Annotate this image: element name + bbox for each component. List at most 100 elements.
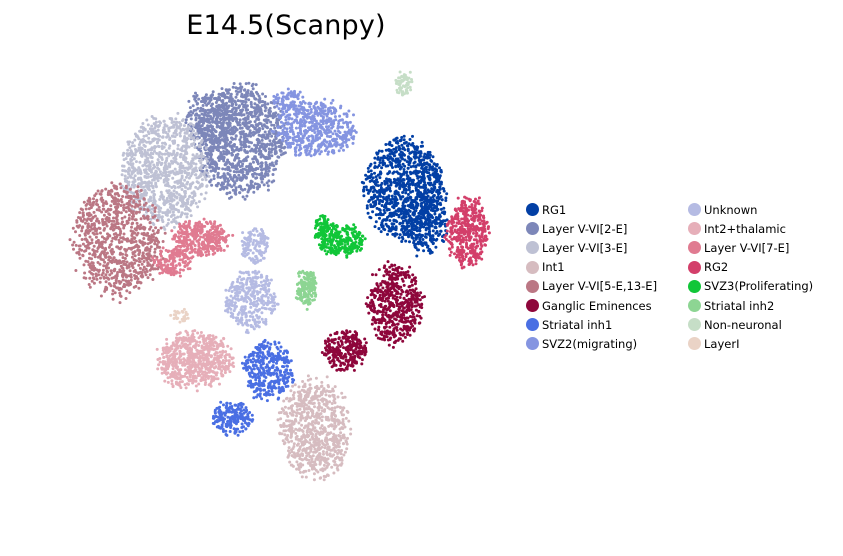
scatter-point [131, 230, 135, 234]
scatter-point [78, 211, 82, 215]
scatter-point [104, 210, 108, 214]
scatter-point [362, 194, 366, 198]
scatter-point [119, 204, 123, 207]
scatter-point [316, 398, 320, 402]
scatter-point [393, 181, 397, 185]
scatter-point [139, 207, 143, 211]
scatter-point [131, 165, 135, 169]
scatter-point [157, 176, 161, 180]
scatter-point [135, 221, 139, 225]
scatter-point [193, 146, 197, 149]
scatter-point [105, 224, 109, 228]
scatter-point [387, 208, 391, 212]
scatter-point [121, 195, 125, 198]
scatter-point [400, 136, 404, 139]
scatter-point [112, 216, 115, 220]
scatter-point [419, 150, 423, 154]
scatter-point [134, 190, 138, 194]
scatter-point [323, 456, 327, 460]
scatter-point [418, 181, 422, 185]
scatter-point [258, 126, 261, 130]
scatter-point [95, 198, 99, 202]
scatter-point [268, 139, 272, 143]
scatter-point [207, 101, 211, 105]
scatter-point [183, 178, 187, 182]
scatter-point [183, 191, 187, 195]
scatter-point [393, 234, 397, 238]
scatter-point [308, 407, 312, 411]
scatter-point [217, 108, 221, 112]
scatter-point [266, 188, 270, 192]
scatter-point [381, 224, 385, 228]
scatter-point [72, 240, 76, 244]
scatter-point [316, 438, 320, 442]
scatter-point [244, 119, 248, 123]
scatter-point [150, 190, 154, 194]
scatter-point [239, 85, 243, 89]
scatter-point [332, 432, 336, 436]
scatter-point [91, 276, 95, 280]
scatter-point [245, 194, 249, 198]
scatter-point [176, 143, 180, 147]
scatter-point [341, 426, 345, 430]
scatter-point [164, 183, 168, 187]
scatter-point [411, 134, 414, 138]
scatter-point [431, 241, 435, 245]
scatter-point [395, 159, 399, 163]
scatter-point [152, 223, 156, 226]
scatter-point [174, 122, 178, 126]
scatter-point [400, 240, 404, 243]
scatter-point [301, 380, 305, 383]
scatter-point [290, 439, 294, 443]
scatter-point [85, 202, 89, 206]
scatter-point [148, 241, 152, 245]
scatter-point [160, 194, 164, 198]
scatter-point [223, 146, 227, 150]
scatter-point [104, 280, 108, 284]
scatter-point [274, 150, 278, 153]
scatter-point [186, 180, 190, 184]
scatter-point [145, 172, 149, 176]
scatter-point [111, 289, 115, 293]
scatter-point [167, 129, 171, 133]
scatter-point [422, 200, 426, 204]
scatter-point [216, 175, 220, 179]
scatter-point [185, 144, 189, 148]
scatter-point [245, 94, 249, 98]
scatter-point [212, 142, 216, 146]
scatter-point [259, 165, 263, 169]
scatter-point [426, 188, 430, 192]
scatter-point [233, 158, 236, 162]
scatter-point [160, 144, 164, 148]
scatter-point [218, 141, 222, 145]
scatter-point [421, 238, 425, 241]
scatter-point [420, 194, 424, 198]
scatter-point [160, 152, 164, 156]
scatter-point [326, 432, 330, 436]
scatter-point [422, 170, 426, 174]
scatter-point [292, 455, 296, 459]
scatter-point [439, 168, 443, 172]
scatter-point [263, 130, 267, 134]
scatter-point [399, 197, 403, 201]
scatter-point [289, 405, 293, 408]
scatter-point [313, 447, 317, 451]
scatter-point [384, 218, 388, 221]
scatter-point [234, 95, 238, 99]
scatter-point [298, 470, 302, 474]
scatter-point [230, 185, 234, 189]
scatter-point [436, 195, 440, 199]
scatter-point [433, 218, 437, 222]
scatter-point [324, 393, 328, 397]
scatter-point [369, 205, 373, 209]
scatter-point [234, 166, 238, 170]
scatter-point [209, 156, 213, 159]
scatter-point [367, 170, 371, 174]
scatter-point [204, 191, 208, 195]
scatter-point [425, 168, 428, 172]
scatter-point [166, 173, 170, 177]
scatter-point [111, 196, 115, 200]
scatter-point [86, 226, 90, 230]
scatter-point [396, 141, 400, 145]
scatter-point [172, 219, 176, 223]
